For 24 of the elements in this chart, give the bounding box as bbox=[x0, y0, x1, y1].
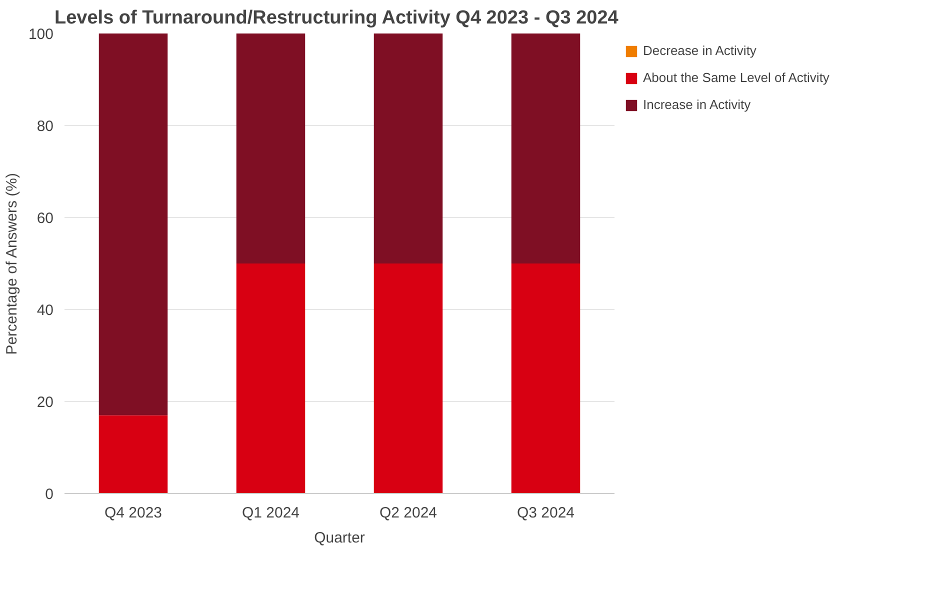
bar bbox=[236, 264, 306, 494]
bar bbox=[236, 34, 306, 264]
y-tick-label: 100 bbox=[28, 26, 54, 43]
bar bbox=[98, 415, 168, 494]
y-tick-label: 60 bbox=[36, 210, 54, 227]
y-tick-label: 80 bbox=[36, 118, 54, 135]
bar bbox=[511, 264, 580, 494]
x-tick-label: Q3 2024 bbox=[516, 504, 575, 522]
y-tick-label: 40 bbox=[36, 302, 54, 319]
y-tick-label: 0 bbox=[45, 486, 54, 503]
x-tick-label: Q2 2024 bbox=[379, 504, 438, 522]
x-axis-title: Quarter bbox=[314, 530, 365, 546]
chart-title: Levels of Turnaround/Restructuring Activity Q4 2023 - Q3 2024 bbox=[54, 8, 619, 28]
y-axis-title: Percentage of Answers (%) bbox=[3, 173, 20, 355]
bar bbox=[374, 34, 443, 264]
x-tick-label: Q4 2023 bbox=[104, 504, 162, 522]
legend-label: Decrease in Activity bbox=[643, 43, 756, 58]
legend-label: Increase in Activity bbox=[643, 97, 751, 112]
bar bbox=[374, 264, 443, 494]
bar bbox=[98, 34, 168, 416]
legend-label: About the Same Level of Activity bbox=[643, 70, 830, 85]
y-tick-label: 20 bbox=[36, 394, 54, 411]
x-tick-label: Q1 2024 bbox=[242, 504, 300, 522]
bar bbox=[511, 34, 580, 264]
